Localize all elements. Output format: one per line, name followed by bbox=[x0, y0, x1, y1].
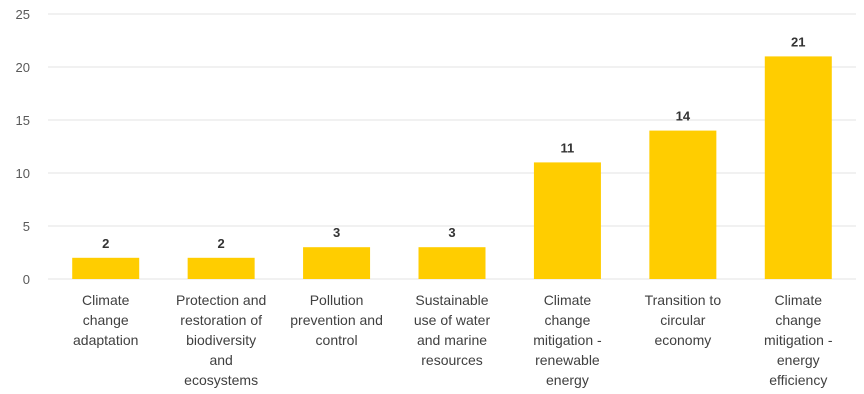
x-category-label: Climate change mitigation - renewable energy bbox=[533, 292, 602, 388]
x-category-label-line: biodiversity bbox=[186, 332, 256, 348]
data-label: 14 bbox=[676, 109, 691, 124]
x-category-label-line: energy bbox=[546, 372, 589, 388]
x-category-label-line: economy bbox=[654, 332, 711, 348]
x-category-label-line: Climate bbox=[775, 292, 823, 308]
x-category-label-line: and bbox=[209, 352, 232, 368]
y-axis-ticks: 0 5 10 15 20 25 bbox=[16, 7, 30, 287]
x-category-label-line: efficiency bbox=[769, 372, 827, 388]
x-category-label-line: change bbox=[775, 312, 821, 328]
y-tick-label: 20 bbox=[16, 60, 30, 75]
x-category-label: Transition to circular economy bbox=[645, 292, 722, 348]
bar bbox=[187, 257, 255, 279]
y-tick-label: 0 bbox=[23, 272, 30, 287]
x-category-label-line: ecosystems bbox=[184, 372, 258, 388]
data-label: 11 bbox=[561, 140, 575, 155]
x-category-label-line: circular bbox=[660, 312, 705, 328]
x-category-label-line: Pollution bbox=[310, 292, 364, 308]
bar bbox=[649, 130, 717, 279]
x-category-label-line: Protection and bbox=[176, 292, 266, 308]
x-category-label-line: control bbox=[316, 332, 358, 348]
x-category-label: Climate change adaptation bbox=[73, 292, 138, 348]
bar bbox=[303, 247, 371, 279]
x-category-label-line: adaptation bbox=[73, 332, 138, 348]
bar bbox=[72, 257, 140, 279]
data-label: 3 bbox=[333, 225, 340, 240]
x-category-label-line: restoration of bbox=[180, 312, 262, 328]
bar bbox=[533, 162, 601, 279]
x-category-label-line: mitigation - bbox=[533, 332, 602, 348]
gridlines bbox=[48, 13, 856, 280]
x-category-label: Pollution prevention and control bbox=[290, 292, 383, 348]
data-label: 21 bbox=[791, 34, 805, 49]
data-label: 2 bbox=[218, 236, 225, 251]
y-tick-label: 5 bbox=[23, 219, 30, 234]
bars bbox=[72, 56, 832, 280]
x-category-label-line: Climate bbox=[544, 292, 592, 308]
x-category-label-line: Transition to bbox=[645, 292, 722, 308]
y-tick-label: 15 bbox=[16, 113, 30, 128]
x-category-label: Sustainable use of water and marine resourc… bbox=[414, 292, 491, 368]
y-tick-label: 10 bbox=[16, 166, 30, 181]
x-category-label-line: mitigation - bbox=[764, 332, 833, 348]
data-label: 2 bbox=[102, 236, 109, 251]
data-labels: 2 2 3 3 11 14 21 bbox=[102, 34, 805, 250]
x-category-label-line: resources bbox=[421, 352, 482, 368]
x-category-label-line: and marine bbox=[417, 332, 487, 348]
x-category-label-line: prevention and bbox=[290, 312, 383, 328]
x-category-label-line: Sustainable bbox=[415, 292, 488, 308]
x-category-label: Climate change mitigation - energy efficienc… bbox=[764, 292, 833, 388]
x-category-label-line: Climate bbox=[82, 292, 130, 308]
data-label: 3 bbox=[448, 225, 455, 240]
bar bbox=[418, 247, 486, 279]
x-category-label-line: use of water bbox=[414, 312, 491, 328]
x-category-label-line: change bbox=[83, 312, 129, 328]
category-labels: Climate change adaptation Protection and res… bbox=[73, 292, 833, 388]
y-tick-label: 25 bbox=[16, 7, 30, 22]
x-category-label: Protection and restoration of biodiversity… bbox=[176, 292, 266, 388]
x-category-label-line: energy bbox=[777, 352, 820, 368]
x-category-label-line: change bbox=[544, 312, 590, 328]
bar bbox=[764, 56, 832, 280]
x-category-label-line: renewable bbox=[535, 352, 600, 368]
